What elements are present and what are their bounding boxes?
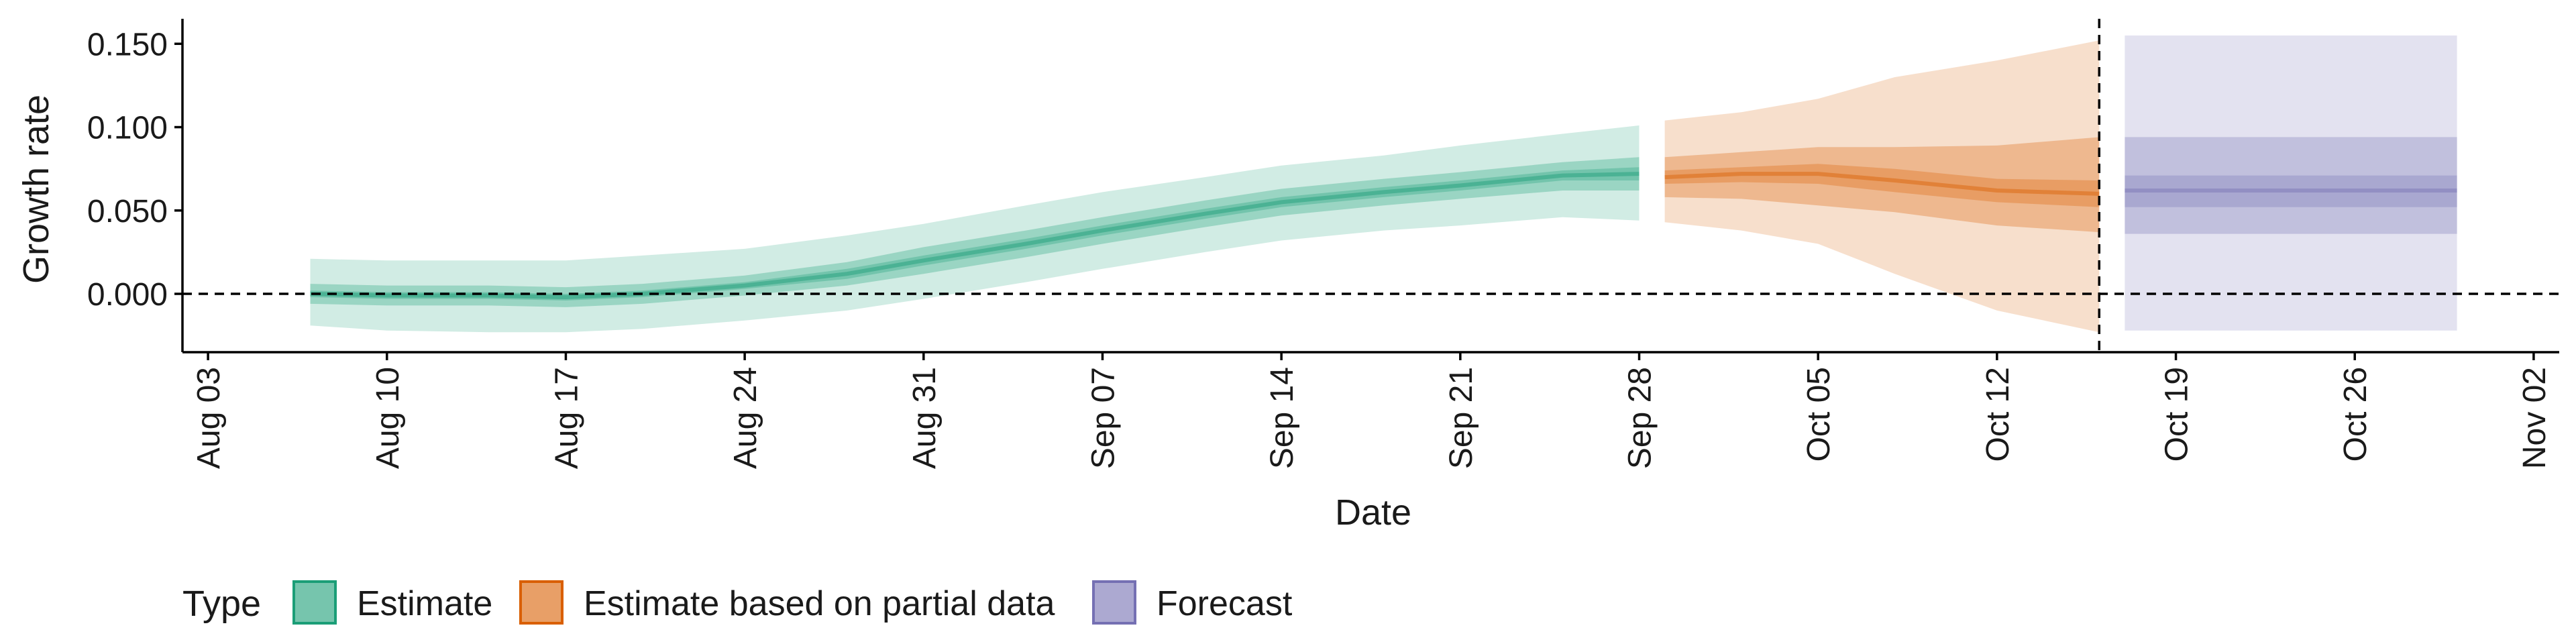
x-tick-label: Aug 17 (549, 367, 585, 469)
y-axis-ticks: 0.000 0.050 0.100 0.150 (87, 27, 182, 313)
x-tick-label: Nov 02 (2517, 367, 2553, 469)
x-axis-ticks: Aug 03 Aug 10 Aug 17 Aug 24 Aug 31 Sep 07 Sep … (191, 352, 2553, 469)
estimate-median-line (310, 172, 1640, 300)
forecast-outer-band (2125, 35, 2457, 331)
estimate-based-on-partial-data-outer-band (1664, 40, 2100, 333)
legend-key-estimate (292, 580, 337, 625)
x-tick-label: Sep 21 (1444, 367, 1479, 469)
x-tick-label: Aug 03 (191, 367, 227, 469)
y-axis-title: Growth rate (16, 95, 56, 284)
x-tick-label: Oct 26 (2338, 367, 2373, 462)
x-tick-label: Oct 19 (2159, 367, 2195, 462)
x-tick-label: Oct 05 (1801, 367, 1837, 462)
x-tick-label: Oct 12 (1980, 367, 2016, 462)
legend-title: Type (182, 584, 261, 624)
legend-label-estimate: Estimate (357, 584, 492, 623)
x-tick-label: Sep 14 (1265, 367, 1300, 469)
estimate-mid-band (310, 157, 1640, 307)
y-tick-label: 0.050 (87, 194, 168, 229)
x-tick-label: Aug 10 (370, 367, 406, 469)
legend-key-forecast (1092, 580, 1136, 625)
plot-bands (310, 35, 2457, 333)
x-tick-label: Sep 28 (1623, 367, 1658, 469)
y-tick-label: 0.100 (87, 111, 168, 146)
estimate-based-on-partial-data-mid-band (1664, 137, 2100, 233)
forecast-inner-band (2125, 175, 2457, 207)
plot-medians (310, 172, 2457, 300)
estimate-based-on-partial-data-inner-band (1664, 164, 2100, 207)
y-tick-label: 0.150 (87, 27, 168, 62)
x-tick-label: Sep 07 (1086, 367, 1122, 469)
x-tick-label: Aug 24 (728, 367, 763, 469)
forecast-mid-band (2125, 137, 2457, 234)
estimate-inner-band (310, 167, 1640, 301)
legend: Type Estimate Estimate based on partial d… (182, 580, 1293, 625)
y-tick-label: 0.000 (87, 277, 168, 313)
estimate-based-on-partial-data-median-line (1664, 172, 2100, 196)
x-tick-label: Aug 31 (907, 367, 943, 469)
legend-label-estimate-based-on-partial-data: Estimate based on partial data (584, 584, 1055, 623)
legend-label-forecast: Forecast (1157, 584, 1293, 623)
axes (181, 19, 2559, 354)
reference-lines (182, 19, 2559, 352)
estimate-outer-band (310, 125, 1640, 333)
x-axis-title: Date (1335, 492, 1411, 533)
legend-key-estimate-based-on-partial-data (519, 580, 564, 625)
